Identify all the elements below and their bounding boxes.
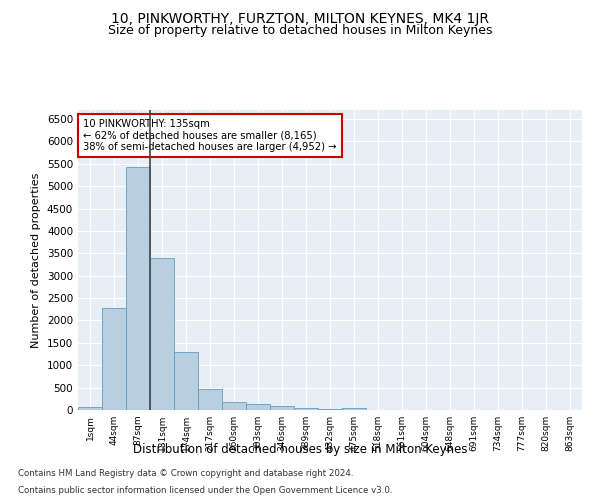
Bar xyxy=(102,308,126,410)
Bar xyxy=(318,409,342,410)
Text: 10 PINKWORTHY: 135sqm
← 62% of detached houses are smaller (8,165)
38% of semi-d: 10 PINKWORTHY: 135sqm ← 62% of detached … xyxy=(83,119,337,152)
Bar xyxy=(126,167,150,410)
Bar xyxy=(222,402,246,410)
Text: Size of property relative to detached houses in Milton Keynes: Size of property relative to detached ho… xyxy=(108,24,492,37)
Bar xyxy=(174,352,198,410)
Bar xyxy=(78,408,102,410)
Bar xyxy=(150,258,174,410)
Bar xyxy=(198,388,222,410)
Text: 10, PINKWORTHY, FURZTON, MILTON KEYNES, MK4 1JR: 10, PINKWORTHY, FURZTON, MILTON KEYNES, … xyxy=(111,12,489,26)
Bar xyxy=(246,404,270,410)
Bar xyxy=(342,408,366,410)
Text: Distribution of detached houses by size in Milton Keynes: Distribution of detached houses by size … xyxy=(133,442,467,456)
Text: Contains public sector information licensed under the Open Government Licence v3: Contains public sector information licen… xyxy=(18,486,392,495)
Y-axis label: Number of detached properties: Number of detached properties xyxy=(31,172,41,348)
Text: Contains HM Land Registry data © Crown copyright and database right 2024.: Contains HM Land Registry data © Crown c… xyxy=(18,468,353,477)
Bar xyxy=(270,406,294,410)
Bar xyxy=(294,408,318,410)
